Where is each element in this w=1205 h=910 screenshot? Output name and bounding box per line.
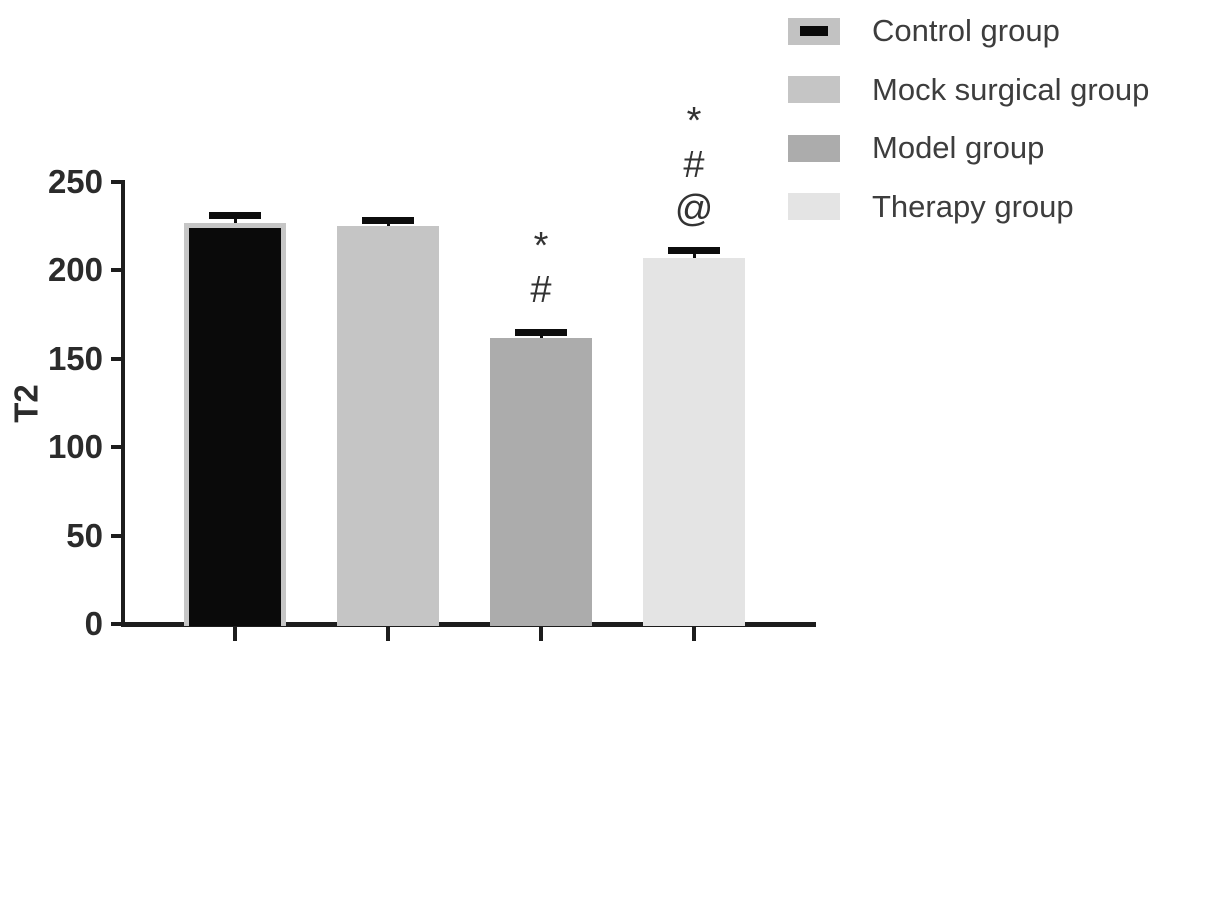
y-tick-label-200: 200 <box>47 251 103 289</box>
x-tick-mock-surgical-group <box>386 627 390 641</box>
significance-marker-therapy-group-at: @ <box>674 187 714 230</box>
y-tick-0 <box>111 622 125 626</box>
significance-marker-model-group-asterisk: * <box>533 225 549 268</box>
x-tick-control-group <box>233 627 237 641</box>
legend-swatch-control-group <box>788 17 840 45</box>
legend-swatch-therapy-group <box>788 193 840 220</box>
error-bar-cap-control-group <box>209 212 261 220</box>
x-tick-therapy-group <box>692 627 696 641</box>
y-tick-200 <box>111 268 125 273</box>
y-tick-label-250: 250 <box>47 163 103 200</box>
error-bar-cap-model-group <box>515 328 567 336</box>
y-tick-label-50: 50 <box>66 516 103 554</box>
error-bar-whisker-therapy-group <box>692 250 696 258</box>
y-tick-label-0: 0 <box>84 605 103 642</box>
y-tick-250 <box>111 180 125 184</box>
legend-swatch-model-group <box>788 134 840 162</box>
y-tick-label-150: 150 <box>47 339 103 377</box>
legend-swatch-inner-bar <box>800 25 828 36</box>
bar-control-group <box>184 222 286 626</box>
significance-marker-therapy-group-hash: # <box>683 143 705 186</box>
significance-marker-model-group-hash: # <box>530 269 552 312</box>
bar-model-group <box>490 337 592 626</box>
bar-mock-surgical-group <box>337 226 439 626</box>
bar-therapy-group <box>643 258 745 626</box>
legend-item-control-group: Control group <box>788 13 1060 48</box>
legend-item-model-group: Model group <box>788 130 1045 165</box>
legend-label-therapy-group: Therapy group <box>872 188 1074 224</box>
legend-label-model-group: Model group <box>872 130 1045 165</box>
y-axis-line <box>121 180 125 626</box>
y-tick-50 <box>111 533 125 538</box>
error-bar-cap-mock-surgical-group <box>362 217 414 225</box>
y-tick-label-100: 100 <box>47 428 103 466</box>
legend-label-mock-surgical-group: Mock surgical group <box>872 71 1150 107</box>
error-bar-whisker-control-group <box>233 215 237 223</box>
legend-item-therapy-group: Therapy group <box>788 188 1074 224</box>
legend-swatch-mock-surgical-group <box>788 76 840 103</box>
legend-label-control-group: Control group <box>872 13 1060 48</box>
x-tick-model-group <box>539 627 543 641</box>
x-axis-line <box>121 622 816 627</box>
error-bar-cap-therapy-group <box>668 247 720 255</box>
y-tick-100 <box>111 445 125 450</box>
legend-item-mock-surgical-group: Mock surgical group <box>788 71 1150 107</box>
significance-marker-therapy-group-asterisk: * <box>686 99 702 142</box>
y-tick-150 <box>111 356 125 361</box>
